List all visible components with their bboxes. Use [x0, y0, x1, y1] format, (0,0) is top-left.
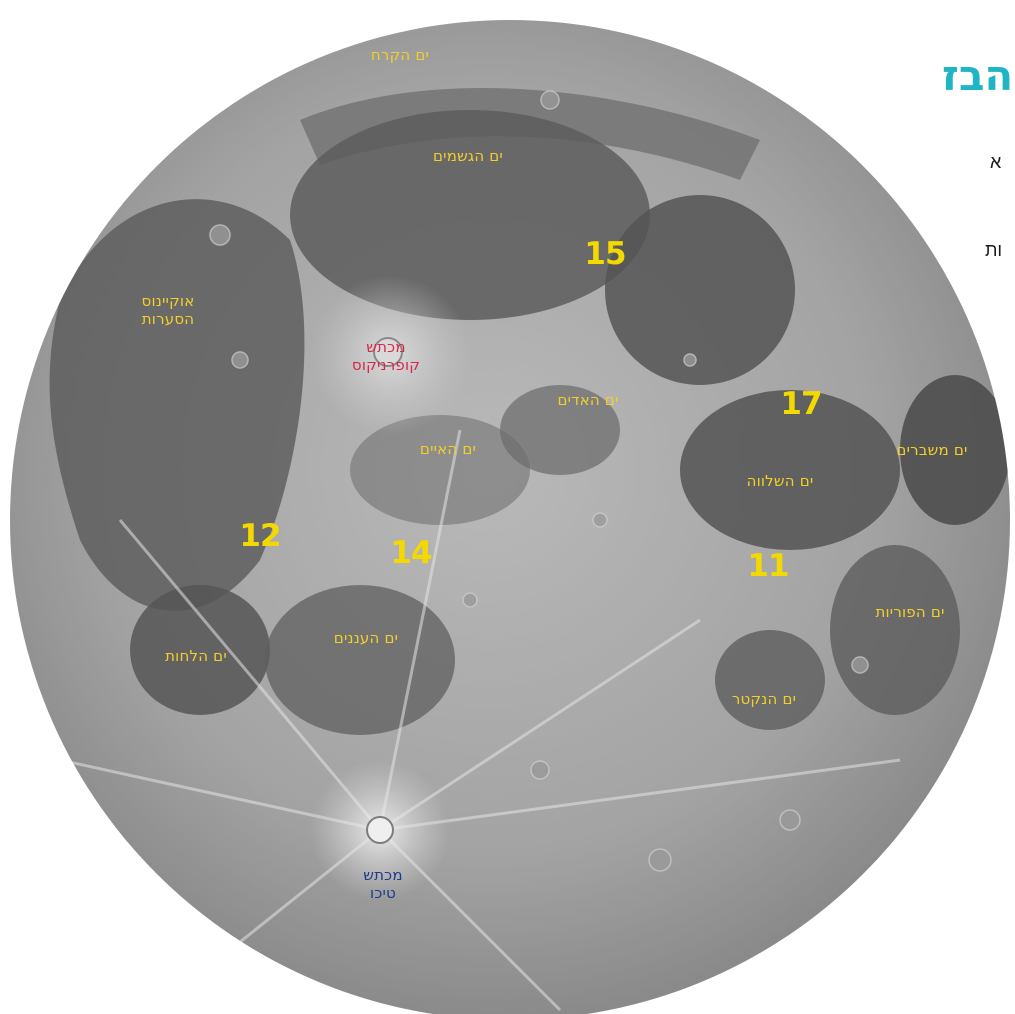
edge-text-line1: א: [990, 152, 1002, 172]
label-crater-tycho: מכתש טיכו: [363, 866, 403, 902]
label-mare-vaporum: ים האדים: [557, 391, 619, 409]
label-mare-nectaris: ים הנקטר: [731, 690, 797, 708]
mission-marker-15: 15: [584, 236, 626, 272]
label-mare-nubium: ים העננים: [333, 629, 399, 647]
mission-marker-17: 17: [780, 386, 822, 422]
label-crater-copernicus: מכתש קופרניקוס: [351, 338, 421, 374]
label-mare-tranquillitatis: ים השלווה: [746, 472, 814, 490]
mission-marker-12: 12: [239, 518, 281, 554]
label-oceanus-procellarum: אוקיינוס הסערות: [141, 292, 195, 328]
label-mare-fecunditatis: ים הפוריות: [875, 603, 945, 621]
maria-shading: [49, 87, 1010, 1012]
edge-text-line2: ות: [985, 240, 1003, 260]
label-mare-frigoris: ים הקרח: [370, 46, 430, 64]
label-mare-humorum: ים הלחות: [165, 647, 227, 665]
label-mare-crisium: ים משברים: [896, 441, 968, 459]
brand-logo: הבז(: [942, 50, 1015, 100]
mission-marker-14: 14: [390, 535, 432, 571]
label-mare-imbrium: ים הגשמים: [433, 147, 503, 165]
label-mare-insularum: ים האיים: [419, 440, 477, 458]
mission-marker-11: 11: [747, 548, 789, 584]
